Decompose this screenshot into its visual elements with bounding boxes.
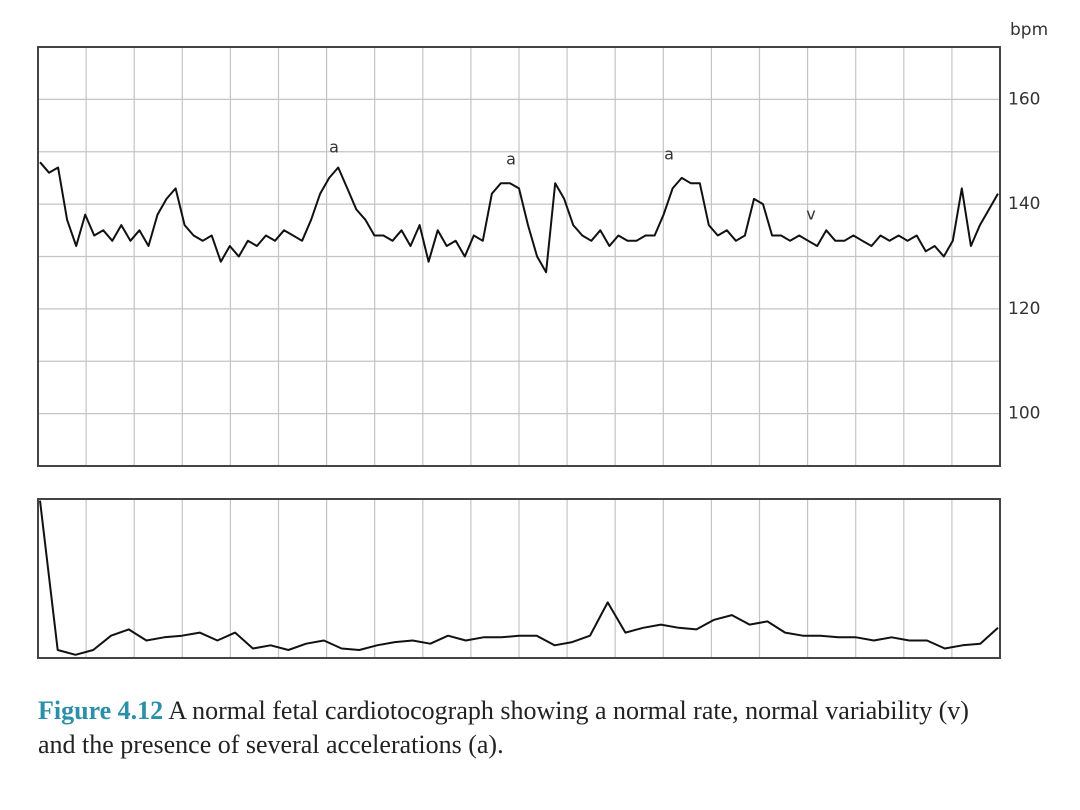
y-tick-label: 120	[1008, 299, 1040, 319]
annotation: v	[806, 205, 815, 224]
plot-frame	[37, 46, 1001, 467]
annotation: a	[664, 145, 674, 164]
trace-line	[39, 161, 999, 274]
plot-frame	[37, 498, 1001, 659]
caption: Figure 4.12 A normal fetal cardiotocogra…	[38, 694, 998, 762]
y-tick-label: 100	[1008, 404, 1040, 424]
caption-text: A normal fetal cardiotocograph showing a…	[38, 696, 969, 759]
y-tick-label: 140	[1008, 194, 1040, 214]
annotation: a	[329, 138, 339, 157]
y-tick-label: 160	[1008, 89, 1040, 109]
caption-label: Figure 4.12	[38, 696, 164, 725]
chart: 100 120 140 160 bpm a a a v	[37, 20, 1048, 659]
y-axis-label: bpm	[1010, 20, 1048, 40]
annotation: a	[506, 150, 516, 169]
trace-line	[39, 500, 999, 656]
